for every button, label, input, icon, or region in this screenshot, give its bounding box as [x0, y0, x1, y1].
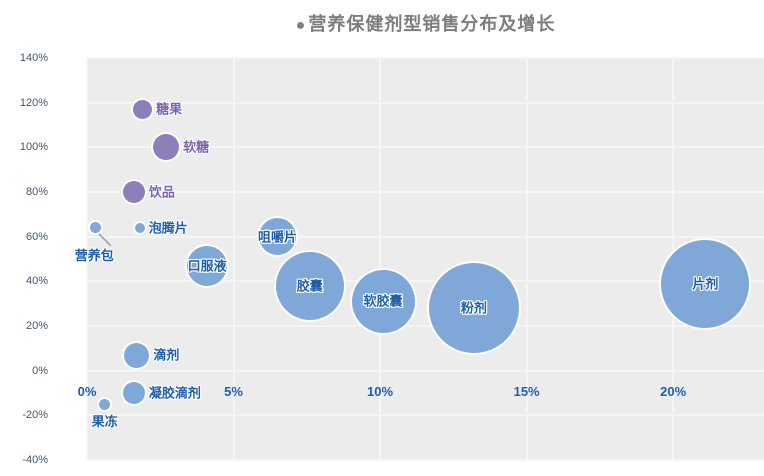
x-axis-tick-label: 10%	[367, 383, 394, 399]
h-gridline	[87, 459, 764, 461]
chart-bubble[interactable]	[153, 134, 180, 161]
h-gridline	[87, 235, 764, 238]
bubble-label: 口服液	[187, 258, 227, 274]
page-title: 营养保健剂型销售分布及增长	[308, 14, 556, 34]
h-gridline	[87, 57, 764, 59]
bubble-label: 粉剂	[460, 300, 487, 316]
chart-bubble[interactable]	[122, 181, 145, 203]
x-axis-tick-label: 20%	[660, 383, 687, 399]
v-gridline	[232, 58, 235, 460]
bubble-label: 饮品	[148, 184, 175, 200]
bubble-label: 软胶囊	[363, 293, 403, 309]
x-axis-tick-label: 15%	[513, 383, 540, 399]
chart-bubble[interactable]	[90, 222, 102, 234]
v-gridline	[525, 58, 528, 460]
h-gridline	[87, 101, 764, 104]
bubble-label: 凝胶滴剂	[148, 385, 201, 401]
chart-bubble[interactable]	[428, 263, 519, 354]
h-gridline	[87, 146, 764, 149]
chart-bubble[interactable]	[661, 239, 750, 328]
bubble-label: 片剂	[692, 276, 719, 292]
y-axis-tick-label: 0%	[32, 364, 48, 377]
bubble-label: 营养包	[74, 247, 114, 263]
y-axis-tick-label: 120%	[19, 96, 48, 109]
y-axis-tick-label: 60%	[25, 230, 48, 243]
chart-bubble[interactable]	[122, 382, 145, 404]
y-axis-tick-label: 80%	[25, 186, 48, 198]
bubble-label: 软糖	[183, 139, 210, 155]
bubble-label: 果冻	[91, 413, 118, 429]
h-gridline	[87, 414, 764, 417]
chart-bubble[interactable]	[133, 99, 153, 119]
y-axis-tick-label: 100%	[19, 141, 48, 154]
x-axis-tick-label: 5%	[224, 383, 243, 399]
x-axis-tick-label: 0%	[77, 383, 97, 399]
h-gridline	[87, 369, 764, 372]
bubble-label: 胶囊	[296, 278, 323, 294]
y-axis-tick-label: 40%	[25, 275, 48, 288]
chart-bubble[interactable]	[258, 218, 296, 256]
chart-bubble[interactable]	[275, 251, 344, 320]
bubble-label: 滴剂	[153, 347, 180, 363]
y-axis-tick-label: 20%	[25, 320, 48, 332]
y-axis-tick-label: -20%	[22, 409, 48, 422]
chart-bubble[interactable]	[99, 398, 111, 410]
v-gridline	[86, 58, 88, 460]
series-marker-icon: ●	[295, 17, 307, 34]
chart-legend[interactable]: ● 营养保健剂型销售分布及增长	[87, 10, 764, 36]
chart-bubble[interactable]	[187, 245, 228, 286]
bubble-label: 泡腾片	[148, 220, 188, 236]
v-gridline	[379, 58, 382, 460]
bubble-label: 咀嚼片	[257, 229, 297, 245]
chart-bubble[interactable]	[134, 222, 145, 233]
y-axis-tick-label: 140%	[19, 52, 48, 64]
bubble-label: 糖果	[156, 101, 183, 117]
h-gridline	[87, 191, 764, 193]
chart-bubble[interactable]	[124, 342, 150, 368]
h-gridline	[87, 325, 764, 327]
y-axis-tick-label: -40%	[22, 454, 48, 466]
h-gridline	[87, 280, 764, 283]
chart-bubble[interactable]	[351, 269, 415, 333]
